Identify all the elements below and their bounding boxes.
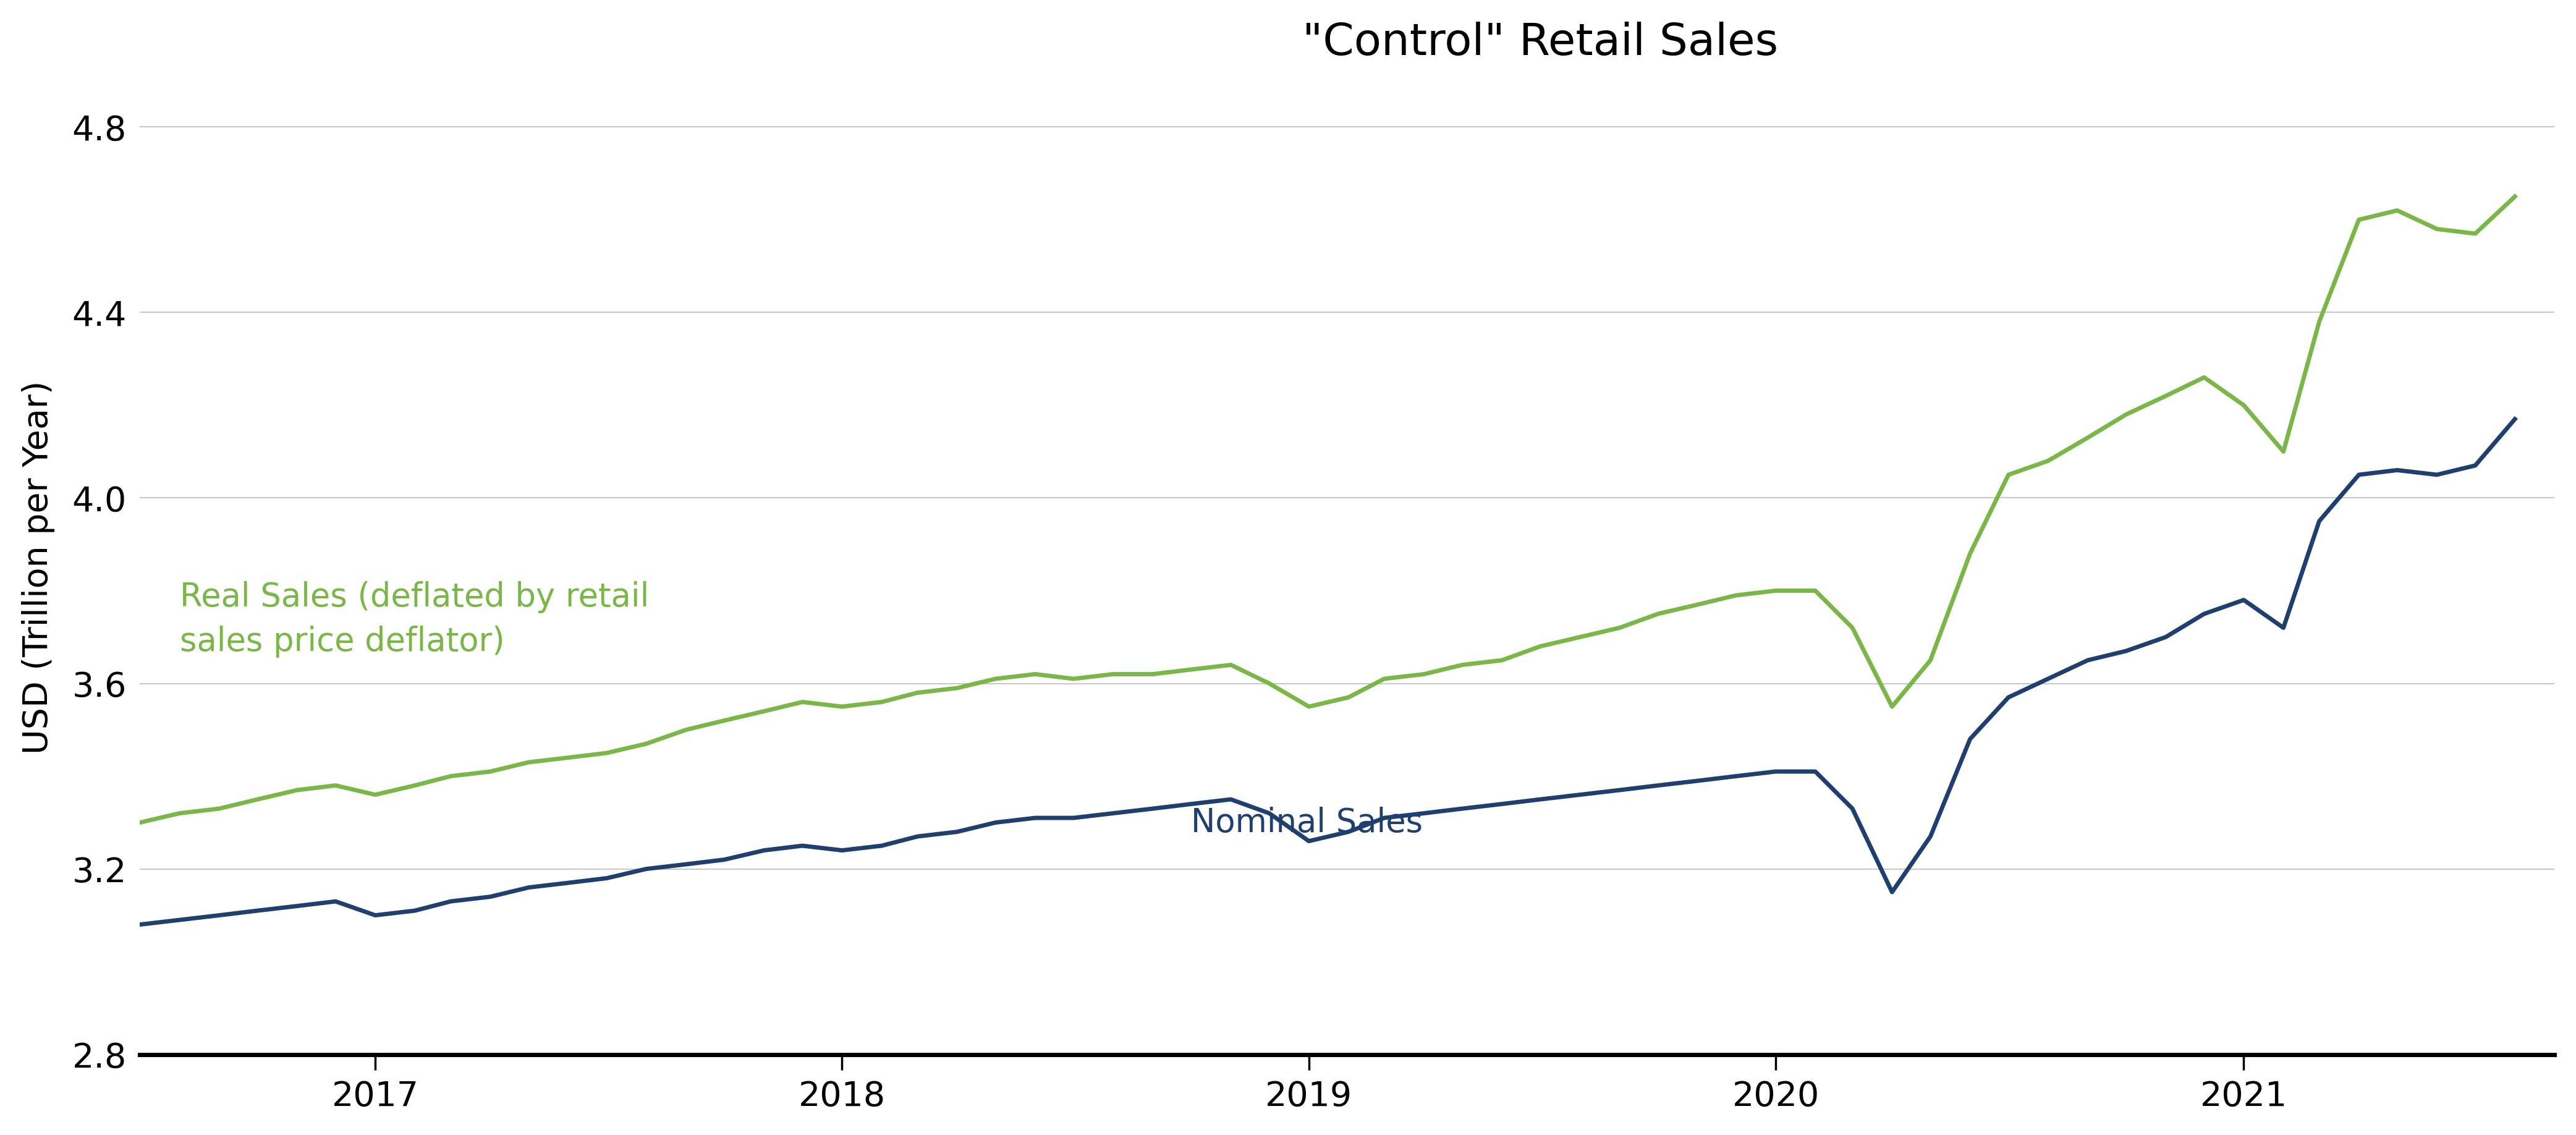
- Y-axis label: USD (Trillion per Year): USD (Trillion per Year): [21, 380, 54, 755]
- Text: Real Sales (deflated by retail
sales price deflator): Real Sales (deflated by retail sales pri…: [180, 581, 649, 658]
- Text: Nominal Sales: Nominal Sales: [1190, 807, 1422, 839]
- Title: "Control" Retail Sales: "Control" Retail Sales: [1303, 22, 1777, 64]
